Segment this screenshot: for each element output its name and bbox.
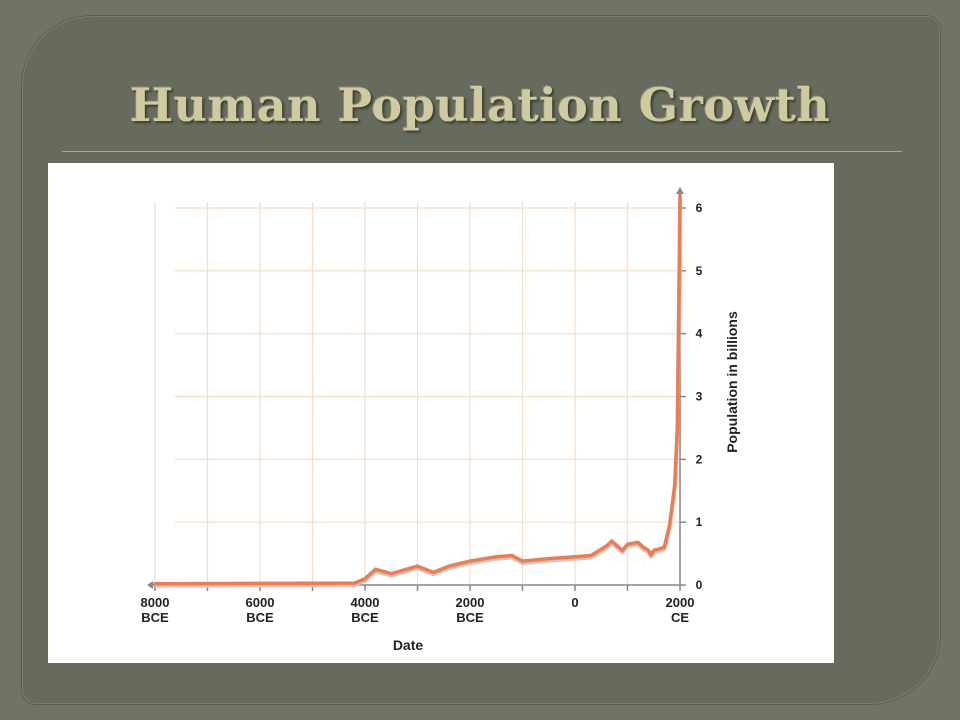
x-tick-label: 2000 xyxy=(666,595,695,610)
y-tick-label: 3 xyxy=(696,390,703,404)
title-divider xyxy=(62,151,902,152)
x-tick-label-era: BCE xyxy=(456,610,484,625)
chart-axes xyxy=(147,187,686,591)
slide-title: Human Population Growth xyxy=(129,78,831,132)
series-layer xyxy=(153,193,682,588)
y-tick-label: 6 xyxy=(696,201,703,215)
y-tick-label: 2 xyxy=(696,452,703,466)
x-tick-label-era: BCE xyxy=(141,610,169,625)
y-tick-label: 1 xyxy=(696,515,703,529)
y-tick-label: 5 xyxy=(696,264,703,278)
y-axis-label: Population in billions xyxy=(724,311,740,453)
y-tick-label: 0 xyxy=(696,578,703,592)
y-axis-arrow xyxy=(676,187,684,194)
x-tick-label: 2000 xyxy=(456,595,485,610)
x-tick-label-era: BCE xyxy=(351,610,379,625)
y-tick-labels: 0 1 2 3 4 5 6 xyxy=(696,201,703,592)
x-axis-label: Date xyxy=(393,637,424,653)
x-tick-label-era: CE xyxy=(671,610,689,625)
x-tick-label: 8000 xyxy=(141,595,170,610)
x-tick-label-era: BCE xyxy=(246,610,274,625)
series-line xyxy=(153,193,682,586)
y-tick-label: 4 xyxy=(696,327,703,341)
x-axis-arrow xyxy=(147,581,153,589)
x-tick-label: 6000 xyxy=(246,595,275,610)
chart-grid xyxy=(154,202,681,586)
x-tick-label: 4000 xyxy=(351,595,380,610)
x-tick-label: 0 xyxy=(571,595,578,610)
